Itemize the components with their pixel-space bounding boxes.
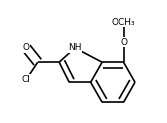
Text: NH: NH: [68, 43, 82, 52]
Text: O: O: [120, 38, 127, 47]
Text: OCH₃: OCH₃: [112, 18, 135, 27]
Text: Cl: Cl: [22, 75, 31, 84]
Text: O: O: [23, 43, 30, 52]
